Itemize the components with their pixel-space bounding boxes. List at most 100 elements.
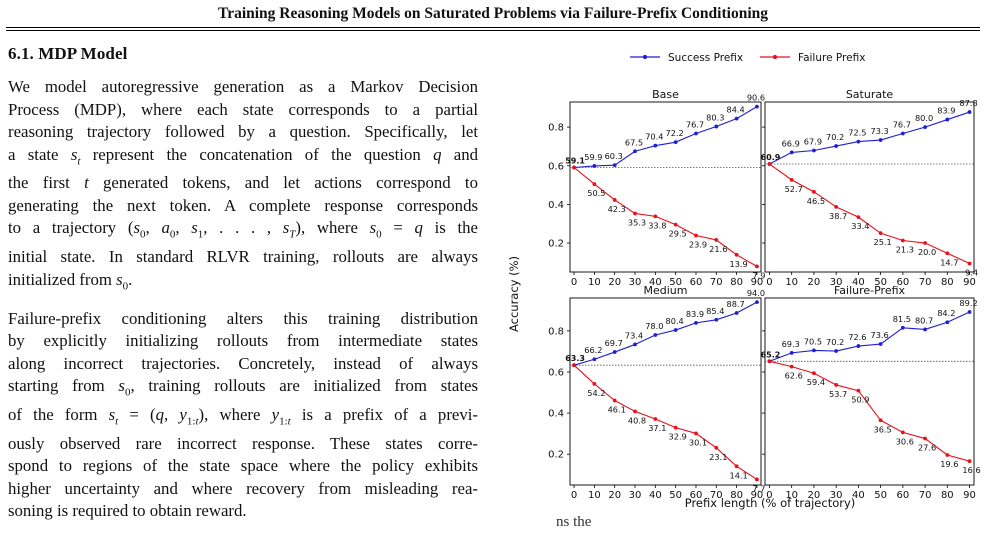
data-point — [572, 363, 576, 368]
data-label: 70.5 — [804, 336, 822, 346]
x-tick-label: 30 — [629, 490, 642, 501]
x-tick-label: 50 — [874, 277, 887, 288]
x-tick-label: 50 — [669, 490, 682, 501]
x-tick-label: 90 — [963, 490, 976, 501]
series-line-failure — [573, 364, 758, 480]
y-tick-label: 0.6 — [548, 367, 564, 378]
data-point — [900, 325, 905, 330]
x-tick-label: 20 — [608, 490, 621, 501]
paragraph-line: of the form st = (q, y1:t), where y1:t i… — [8, 404, 478, 428]
data-label: 36.5 — [873, 424, 891, 434]
data-label: 53.7 — [829, 389, 847, 399]
data-label: 80.3 — [706, 113, 724, 123]
paragraph-line: Failure-prefix conditioning alters this … — [8, 308, 478, 328]
paragraph-line: ously observed rare incorrect response. … — [8, 433, 478, 453]
paragraph-line: Process (MDP), where each state correspo… — [8, 99, 478, 119]
paragraph-line: a state st represent the concatenation o… — [8, 144, 478, 167]
data-point — [755, 264, 759, 269]
data-point — [923, 241, 927, 245]
data-label: 50.5 — [587, 188, 605, 198]
data-point — [755, 104, 759, 109]
data-point — [694, 431, 698, 436]
data-point — [633, 149, 637, 154]
data-point — [673, 140, 678, 145]
series-line-failure — [769, 360, 970, 462]
x-tick-label: 30 — [830, 277, 843, 288]
panel-frame — [569, 297, 762, 486]
data-point — [967, 261, 972, 266]
data-label: 33.4 — [851, 221, 869, 231]
series-line-failure — [769, 163, 970, 264]
data-label: 20.0 — [918, 247, 936, 257]
paragraph-line: generating the next token. A complete re… — [8, 195, 478, 215]
data-point — [734, 116, 739, 121]
series-line-success — [574, 106, 758, 169]
data-point — [856, 388, 861, 393]
data-point — [767, 359, 772, 364]
paragraph-line: starting from s0, training rollouts are … — [8, 376, 478, 399]
paragraph-line: initial state. In standard RLVR training… — [8, 247, 478, 267]
x-tick-label: 0 — [571, 277, 577, 288]
data-label: 70.2 — [826, 132, 844, 142]
data-label: 50.9 — [851, 395, 869, 405]
header-rule-bottom — [6, 30, 980, 31]
data-label: 60.3 — [605, 151, 623, 161]
data-point — [878, 231, 883, 236]
data-point — [653, 214, 658, 219]
data-label: 66.2 — [584, 345, 602, 355]
data-label: 81.5 — [893, 314, 911, 324]
data-point — [673, 328, 678, 332]
data-label: 80.4 — [666, 316, 684, 326]
data-label: 29.5 — [669, 229, 687, 239]
data-label: 21.6 — [709, 244, 727, 254]
data-point — [967, 459, 972, 464]
data-point — [653, 333, 658, 337]
data-label: 54.2 — [587, 388, 605, 398]
figure-svg: Success Prefix Failure Prefix Base 0.2 0.4 0.… — [507, 52, 981, 510]
data-point — [812, 189, 816, 194]
paragraph-failure-prefix: Failure-prefix conditioning alters this … — [8, 308, 478, 523]
figure-accuracy-vs-prefix: Success Prefix Failure Prefix Base 0.2 0.4 0.… — [498, 44, 986, 525]
x-tick-label: 20 — [608, 277, 621, 288]
x-tick-label: 40 — [649, 490, 662, 501]
x-tick-label: 50 — [669, 277, 682, 288]
data-label: 76.7 — [686, 119, 704, 129]
data-label: 46.5 — [807, 196, 825, 206]
panel-0 — [567, 101, 762, 275]
data-point — [900, 430, 905, 435]
data-label: 19.6 — [940, 459, 958, 469]
data-label: 70.4 — [645, 132, 663, 142]
legend-label-1: Failure Prefix — [798, 52, 865, 64]
data-point — [673, 425, 678, 430]
panel-title: Medium — [644, 284, 688, 297]
data-point — [923, 125, 927, 130]
data-label: 72.5 — [848, 128, 866, 138]
data-label: 38.7 — [829, 211, 847, 221]
paragraph-line: higher uncertainty and where recovery fr… — [8, 478, 478, 498]
data-point — [856, 215, 861, 220]
data-point — [673, 222, 678, 227]
data-point — [900, 131, 905, 136]
data-label: 84.4 — [726, 105, 744, 115]
data-label: 27.6 — [918, 443, 936, 453]
x-tick-label: 70 — [919, 277, 932, 288]
x-tick-label: 90 — [751, 277, 764, 288]
data-point — [734, 311, 739, 315]
data-label: 88.7 — [726, 299, 744, 309]
paragraph-line: spond to regions of the state space wher… — [8, 456, 478, 476]
x-tick-label: 60 — [690, 490, 703, 501]
series-line-success — [769, 111, 970, 165]
x-tick-label: 0 — [766, 490, 772, 501]
data-point — [856, 344, 861, 348]
x-tick-label: 80 — [730, 490, 743, 501]
data-label: 30.1 — [689, 437, 707, 447]
data-point — [834, 144, 839, 148]
data-label: 73.3 — [870, 126, 888, 136]
data-point — [694, 233, 698, 238]
panel-3 — [762, 297, 975, 488]
data-point — [755, 300, 759, 305]
x-tick-label: 40 — [852, 277, 865, 288]
data-point — [612, 398, 617, 403]
data-label: 70.2 — [826, 337, 844, 347]
data-point — [789, 350, 794, 355]
